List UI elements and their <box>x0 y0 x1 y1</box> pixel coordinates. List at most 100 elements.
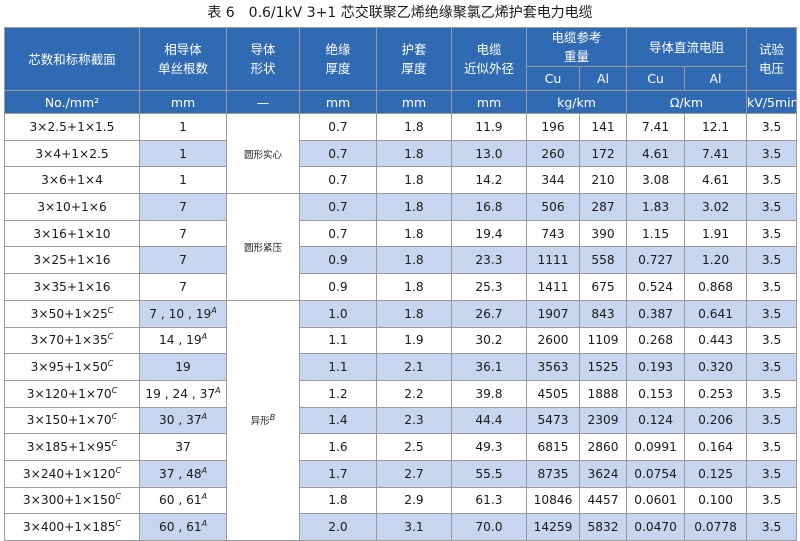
cell-weight-cu: 1907 <box>526 299 580 328</box>
cell-sheath-text: 1.9 <box>404 333 424 348</box>
cell-weight-cu: 3563 <box>526 353 580 381</box>
table-body: 3×2.5+1×1.5 1 圆形实心 0.7 1.8 11.9 196 141 7.41 12.1… <box>4 112 798 541</box>
cell-weight-cu-text: 2600 <box>537 333 569 348</box>
cell-weight-al: 1525 <box>578 353 628 381</box>
cell-size-text: 3×35+1×16 <box>33 279 111 294</box>
cell-weight-cu-text: 1907 <box>537 306 569 321</box>
cell-weight-al: 843 <box>578 299 628 328</box>
cell-resistance-al: 0.443 <box>684 326 748 355</box>
cell-voltage-text: 3.5 <box>761 333 782 348</box>
cell-resistance-cu: 0.727 <box>626 246 686 275</box>
header-size: 芯数和标称截面 <box>4 27 140 91</box>
cell-voltage: 3.5 <box>746 433 798 461</box>
cell-weight-al: 675 <box>578 273 628 301</box>
cell-wires-text: 37 , 48 <box>158 466 202 481</box>
cell-weight-al-text: 287 <box>591 199 615 214</box>
cell-voltage: 3.5 <box>746 486 798 515</box>
cell-resistance-al-text: 0.125 <box>698 466 733 481</box>
cell-diameter: 14.2 <box>451 166 527 195</box>
header-resistance-cu: Cu <box>626 66 686 91</box>
header-insulation: 绝缘 厚度 <box>299 27 377 91</box>
unit-shape: — <box>226 90 300 114</box>
cell-resistance-al-text: 0.253 <box>698 386 733 401</box>
cell-weight-al-text: 210 <box>591 173 615 188</box>
cell-resistance-cu-text: 0.193 <box>638 360 673 375</box>
cell-sheath: 1.8 <box>376 273 452 301</box>
cell-diameter-text: 25.3 <box>475 279 503 294</box>
cell-insulation: 0.9 <box>299 273 377 301</box>
cell-resistance-cu-text: 0.268 <box>638 333 673 348</box>
cell-sheath: 1.8 <box>376 139 452 168</box>
cell-sheath-text: 1.8 <box>404 119 424 134</box>
cell-weight-al-text: 172 <box>591 146 615 161</box>
cell-insulation: 1.8 <box>299 486 377 515</box>
cell-wires-text: 14 , 19 <box>158 333 202 348</box>
cell-voltage-text: 3.5 <box>761 413 782 428</box>
cell-insulation: 1.7 <box>299 459 377 488</box>
cell-wires: 7 , 10 , 19A <box>139 299 227 328</box>
cell-size: 3×240+1×120C <box>4 459 140 488</box>
cell-diameter-text: 49.3 <box>475 440 503 455</box>
table-row: 3×70+1×35C 14 , 19A 1.1 1.9 30.2 2600 1109 0.26… <box>4 326 798 355</box>
cell-size-text: 3×16+1×10 <box>33 226 111 241</box>
cell-size: 3×95+1×50C <box>4 353 140 381</box>
cell-weight-al: 172 <box>578 139 628 168</box>
cell-resistance-al: 0.320 <box>684 353 748 381</box>
cell-sheath-text: 1.8 <box>404 146 424 161</box>
cell-insulation-text: 1.7 <box>328 466 348 481</box>
cell-size-text: 3×150+1×70 <box>26 413 112 428</box>
header-resistance: 导体直流电阻 <box>626 27 748 67</box>
cell-insulation-text: 0.7 <box>328 119 348 134</box>
cell-sheath: 2.5 <box>376 433 452 461</box>
cell-insulation: 0.7 <box>299 166 377 195</box>
cell-voltage: 3.5 <box>746 459 798 488</box>
cell-insulation: 0.7 <box>299 193 377 221</box>
cell-diameter: 39.8 <box>451 379 527 408</box>
cell-resistance-cu: 0.524 <box>626 273 686 301</box>
cell-voltage-text: 3.5 <box>761 306 782 321</box>
cell-resistance-cu: 0.0470 <box>626 513 686 541</box>
cell-weight-cu-text: 10846 <box>533 493 573 508</box>
cell-size: 3×10+1×6 <box>4 193 140 221</box>
cell-wires: 19 , 24 , 37A <box>139 379 227 408</box>
table-row: 3×6+1×4 1 0.7 1.8 14.2 344 210 3.08 4.61 3.5 <box>4 166 798 195</box>
cell-resistance-cu: 0.0754 <box>626 459 686 488</box>
cell-resistance-cu-text: 0.0470 <box>634 520 677 535</box>
cell-diameter: 36.1 <box>451 353 527 381</box>
cell-voltage-text: 3.5 <box>761 520 782 535</box>
cell-resistance-al: 1.20 <box>684 246 748 275</box>
cell-insulation: 1.2 <box>299 379 377 408</box>
cell-sheath-text: 3.1 <box>404 520 424 535</box>
cell-wires: 1 <box>139 139 227 168</box>
cell-wires-text: 60 , 61 <box>158 493 202 508</box>
cell-resistance-cu-text: 4.61 <box>641 146 670 161</box>
cell-resistance-cu: 1.83 <box>626 193 686 221</box>
cell-size-text: 3×50+1×25 <box>30 306 108 321</box>
cell-resistance-cu: 0.0991 <box>626 433 686 461</box>
table-row: 3×4+1×2.5 1 0.7 1.8 13.0 260 172 4.61 7.41 3.5 <box>4 139 798 168</box>
cell-sheath-text: 2.3 <box>404 413 424 428</box>
cell-resistance-al-text: 12.1 <box>701 119 730 134</box>
cell-resistance-cu-text: 0.153 <box>638 386 673 401</box>
cell-weight-al: 287 <box>578 193 628 221</box>
cell-voltage: 3.5 <box>746 139 798 168</box>
cell-weight-al: 2309 <box>578 406 628 435</box>
cell-voltage-text: 3.5 <box>761 119 782 134</box>
cell-voltage: 3.5 <box>746 113 798 141</box>
cell-weight-cu: 2600 <box>526 326 580 355</box>
cable-spec-table: 芯数和标称截面 相导体 单丝根数 导体 形状 绝缘 厚度 护套 厚度 电缆 近似… <box>4 27 798 541</box>
cell-size-text: 3×185+1×95 <box>26 440 112 455</box>
cell-resistance-al: 0.125 <box>684 459 748 488</box>
cell-size-note: C <box>111 439 118 449</box>
cell-weight-cu-text: 1111 <box>537 253 569 268</box>
cell-weight-al-text: 390 <box>591 226 615 241</box>
cell-diameter-text: 30.2 <box>475 333 503 348</box>
cell-diameter-text: 70.0 <box>475 520 503 535</box>
cell-insulation: 0.7 <box>299 219 377 248</box>
cell-weight-al-text: 558 <box>591 253 615 268</box>
cell-insulation: 2.0 <box>299 513 377 541</box>
cell-resistance-al-text: 0.443 <box>698 333 733 348</box>
cell-shape: 异形B <box>226 299 300 541</box>
cell-diameter-text: 23.3 <box>475 253 503 268</box>
cell-weight-al-text: 2309 <box>587 413 619 428</box>
